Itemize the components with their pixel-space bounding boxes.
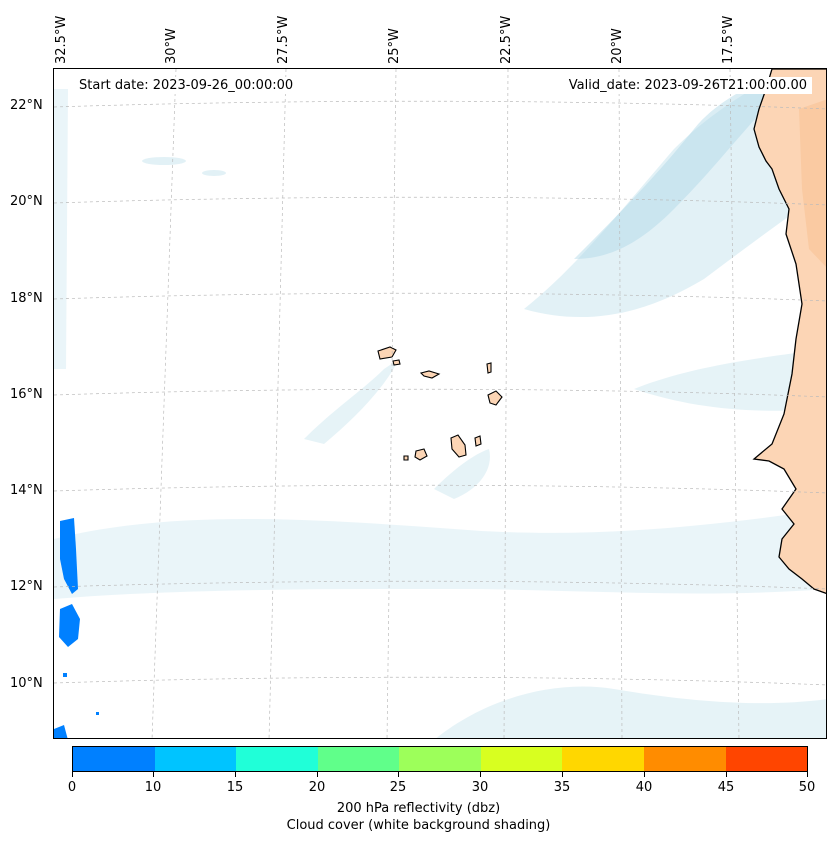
colorbar-tick: [480, 772, 481, 777]
colorbar-segment-0-10: [73, 747, 155, 771]
parallel-14n: [54, 484, 826, 494]
colorbar-segment-15-20: [236, 747, 318, 771]
cape-verde-islands: [377, 346, 503, 461]
lat-label-14n: 14°N: [10, 483, 43, 498]
colorbar-segment-40-45: [643, 747, 726, 771]
reflectivity-dot-2: [96, 712, 99, 715]
meridian-25w: [386, 69, 397, 738]
parallel-20n: [54, 196, 826, 206]
cloud-band-east-mid: [634, 349, 826, 411]
colorbar-tick: [726, 772, 727, 777]
reflectivity-patch-west-1: [60, 518, 78, 594]
map-panel: Start date: 2023-09-26_00:00:00 Valid_da…: [53, 68, 827, 739]
colorbar-tick-label-25: 25: [389, 780, 407, 795]
lat-label-18n: 18°N: [10, 291, 43, 306]
cloud-band-northeast-core: [574, 79, 774, 259]
parallel-12n: [54, 580, 826, 590]
island-santo-antao: [377, 346, 397, 360]
reflectivity-dot-1: [63, 673, 67, 677]
lon-label-17-5w: 17.5°W: [721, 15, 736, 64]
lon-label-30w: 30°W: [164, 28, 179, 64]
colorbar-tick-label-45: 45: [717, 780, 735, 795]
colorbar-tick: [235, 772, 236, 777]
reflectivity-patch-west-2: [59, 604, 80, 647]
cloud-band-south: [54, 509, 826, 599]
lon-label-27-5w: 27.5°W: [276, 15, 291, 64]
lon-label-25w: 25°W: [387, 28, 402, 64]
parallel-16n: [54, 388, 826, 398]
cloud-patch-islands-south: [434, 449, 490, 499]
start-date-label: Start date: 2023-09-26_00:00:00: [74, 77, 299, 94]
parallel-22n: [54, 100, 826, 110]
cloud-wisp-north: [202, 170, 226, 176]
colorbar-segment-45-50: [725, 747, 808, 771]
cloud-band-bottom: [436, 686, 826, 738]
lat-label-10n: 10°N: [10, 676, 43, 691]
colorbar-tick-label-10: 10: [144, 780, 162, 795]
lat-label-12n: 12°N: [10, 579, 43, 594]
island-sao-nicolau: [419, 370, 441, 379]
cloud-strip-west: [54, 89, 68, 369]
colorbar-title: 200 hPa reflectivity (dbz): [336, 801, 501, 816]
reflectivity-patch-west-3: [54, 725, 68, 738]
colorbar-tick: [317, 772, 318, 777]
colorbar-segment-25-30: [399, 747, 481, 771]
colorbar-tick-label-50: 50: [798, 780, 816, 795]
lat-label-20n: 20°N: [10, 194, 43, 209]
colorbar-tick: [644, 772, 645, 777]
meridian-27-5w: [268, 69, 287, 738]
meridian-20w: [618, 69, 623, 738]
meridian-22-5w: [503, 69, 509, 738]
colorbar-tick-label-0: 0: [67, 780, 77, 795]
graticule: [54, 69, 826, 738]
island-boa-vista: [487, 390, 503, 406]
colorbar-tick: [562, 772, 563, 777]
island-sal: [486, 362, 492, 374]
island-brava: [403, 455, 409, 461]
colorbar-segment-20-25: [317, 747, 400, 771]
colorbar-tick-label-15: 15: [226, 780, 244, 795]
map-canvas: [54, 69, 826, 738]
colorbar-segment-30-35: [480, 747, 563, 771]
parallel-18n: [54, 292, 826, 302]
colorbar-tick: [72, 772, 73, 777]
lon-label-32-5w: 32.5°W: [54, 15, 69, 64]
valid-date-label: Valid_date: 2023-09-26T21:00:00.00: [563, 77, 812, 94]
parallel-10n: [54, 676, 826, 686]
colorbar-tick-label-40: 40: [635, 780, 653, 795]
africa-coast-shading: [799, 99, 826, 267]
colorbar-segment-10-15: [154, 747, 237, 771]
island-fogo: [414, 448, 428, 461]
meridian-17-5w: [729, 69, 740, 738]
colorbar-tick-label-35: 35: [553, 780, 571, 795]
lat-label-22n: 22°N: [10, 98, 43, 113]
island-sao-vicente: [392, 359, 401, 366]
colorbar-tick-label-20: 20: [308, 780, 326, 795]
cloud-wisp-nw: [142, 157, 186, 165]
island-maio: [474, 435, 482, 447]
colorbar-tick: [807, 772, 808, 777]
meridian-30w: [151, 69, 177, 738]
colorbar-tick-label-30: 30: [471, 780, 489, 795]
cloud-streak-central: [304, 359, 399, 444]
colorbar: [72, 746, 808, 772]
cloud-band-northeast: [524, 69, 826, 318]
lon-label-22-5w: 22.5°W: [499, 15, 514, 64]
colorbar-subtitle: Cloud cover (white background shading): [286, 818, 551, 833]
cloud-cover-layer: [54, 69, 826, 738]
island-santiago: [450, 434, 467, 458]
lat-label-16n: 16°N: [10, 387, 43, 402]
colorbar-tick: [153, 772, 154, 777]
colorbar-tick: [398, 772, 399, 777]
reflectivity-layer: [54, 518, 99, 738]
lon-label-20w: 20°W: [610, 28, 625, 64]
colorbar-segment-35-40: [562, 747, 644, 771]
